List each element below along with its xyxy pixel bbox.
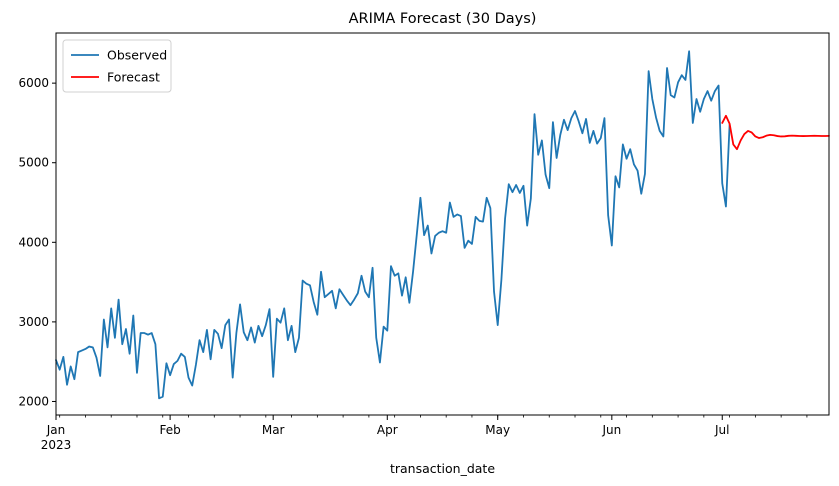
y-tick-label: 5000: [18, 156, 49, 170]
x-tick-label: Jan: [46, 423, 66, 437]
y-tick-label: 4000: [18, 235, 49, 249]
legend: Observed Forecast: [62, 39, 172, 93]
legend-label: Forecast: [107, 70, 160, 85]
x-tick-label: May: [485, 423, 510, 437]
x-axis-title: transaction_date: [390, 461, 495, 476]
plot-frame: [55, 32, 830, 416]
y-axis: 2000 3000 4000 5000 6000: [18, 76, 56, 408]
x-tick-label: Apr: [377, 423, 398, 437]
x-tick-label: Mar: [262, 423, 285, 437]
legend-label: Observed: [107, 48, 167, 63]
x-tick-label: Jun: [601, 423, 621, 437]
y-tick-label: 2000: [18, 394, 49, 408]
chart-title: ARIMA Forecast (30 Days): [349, 11, 537, 27]
series-layer: [55, 50, 830, 400]
series-line-forecast: [721, 114, 830, 151]
x-tick-label: Feb: [159, 423, 180, 437]
x-tick-sublabel: 2023: [41, 438, 72, 452]
series-line-observed: [55, 50, 731, 400]
y-tick-label: 3000: [18, 315, 49, 329]
x-tick-label: Jul: [714, 423, 729, 437]
y-tick-label: 6000: [18, 76, 49, 90]
legend-box: [62, 39, 172, 93]
